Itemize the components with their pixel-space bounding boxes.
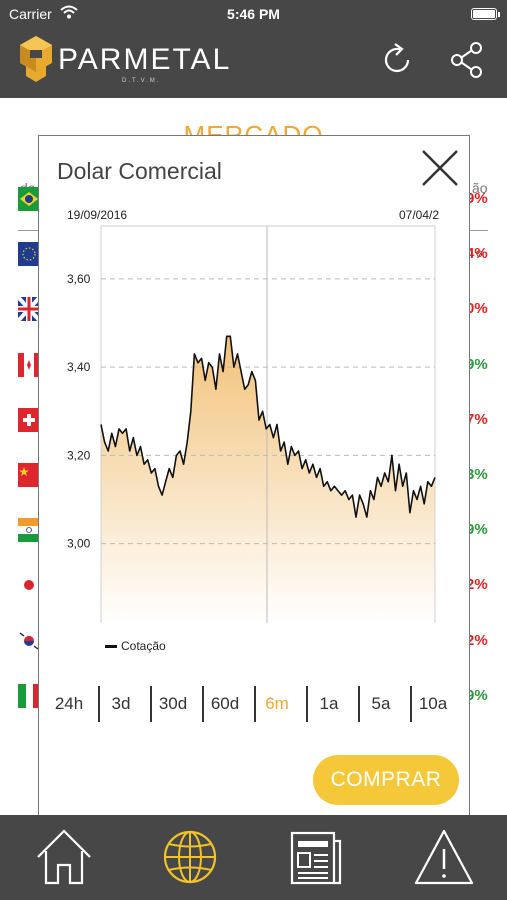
change-percent: 2% [466,576,488,594]
china-flag [18,463,40,487]
clock: 5:46 PM [227,6,280,22]
wifi-icon [60,5,78,19]
chart-start-date: 19/09/2016 [67,208,128,222]
range-3d[interactable]: 3d [111,694,131,713]
quote-modal: Dolar Comercial 19/09/2016 07/04/2 3,00 3… [38,135,470,815]
switzerland-flag [18,407,40,432]
change-percent: 9% [466,190,488,207]
series-line [100,335,436,518]
market-row[interactable]: 9% [0,683,507,739]
chart-legend: Cotação [105,639,166,653]
range-separator [410,686,412,722]
range-separator [306,686,308,722]
market-row[interactable]: 0% [0,297,507,352]
y-tick-label: 3,20 [67,448,91,462]
brand-name: PARMETAL [58,43,232,76]
chart-end-date: 07/04/2 [399,208,440,222]
news-icon[interactable] [284,825,348,889]
change-percent: 2% [466,631,488,649]
change-percent: 9% [466,686,488,704]
carrier-label: Carrier [9,6,52,22]
brand-subtitle: D.T.V.M. [122,78,161,84]
uk-flag [18,297,40,322]
market-row[interactable]: 9% [0,187,507,242]
range-30d[interactable]: 30d [158,694,188,713]
alert-icon[interactable] [412,825,476,889]
app-header: PARMETAL D.T.V.M. [0,28,507,98]
market-row[interactable]: 4% [0,242,507,297]
range-1a[interactable]: 1a [319,694,339,713]
change-percent: 3% [466,466,488,483]
column-subheader-right: o [476,246,483,260]
brazil-flag [18,187,40,211]
market-row[interactable]: 2% [0,628,507,684]
india-flag [18,518,40,543]
range-separator [202,686,204,722]
japan-flag [18,573,40,598]
y-tick-label: 3,40 [67,360,91,374]
change-percent: 4% [466,245,488,263]
price-chart[interactable]: 3,00 3,20 3,40 3,60 [39,136,471,636]
range-60d[interactable]: 60d [210,694,240,713]
canada-flag [18,352,40,377]
tab-bar [0,815,507,900]
market-row[interactable]: 9% [0,518,507,573]
legend-label: Cotação [121,639,166,653]
range-separator [358,686,360,722]
change-percent: 0% [466,300,488,318]
parmetal-logo-icon [20,36,52,82]
y-tick-label: 3,60 [67,272,91,286]
range-separator [150,686,152,722]
refresh-icon[interactable] [378,40,418,80]
globe-icon[interactable] [158,825,222,889]
korea-flag [18,628,40,653]
buy-button[interactable]: COMPRAR [313,755,459,805]
y-tick-label: 3,00 [67,537,91,551]
market-row[interactable]: 3% [0,463,507,518]
mexico-flag [18,683,40,708]
modal-title: Dolar Comercial [57,158,222,184]
series-area [101,336,435,623]
range-6m[interactable]: 6m [265,694,289,713]
close-icon[interactable] [420,148,460,188]
status-bar: Carrier 5:46 PM [0,0,507,28]
range-separator [98,686,100,722]
range-separator [254,686,256,722]
change-percent: 9% [466,355,488,373]
change-percent: 9% [466,521,488,539]
change-percent: 7% [466,410,488,428]
eu-flag [18,242,40,267]
range-10a[interactable]: 10a [418,694,448,713]
range-selector: 24h 3d 30d 60d 6m 1a 5a 10a [39,684,471,724]
battery-tip [498,12,500,17]
home-icon[interactable] [32,825,96,889]
share-icon[interactable] [447,40,487,80]
battery-icon [471,8,497,20]
legend-swatch [105,645,117,649]
range-5a[interactable]: 5a [371,694,391,713]
market-row[interactable]: 7% [0,407,507,463]
market-row[interactable]: 2% [0,573,507,628]
column-header-right: ão [472,180,488,196]
market-row[interactable]: 9% [0,352,507,408]
range-24h[interactable]: 24h [54,694,84,713]
